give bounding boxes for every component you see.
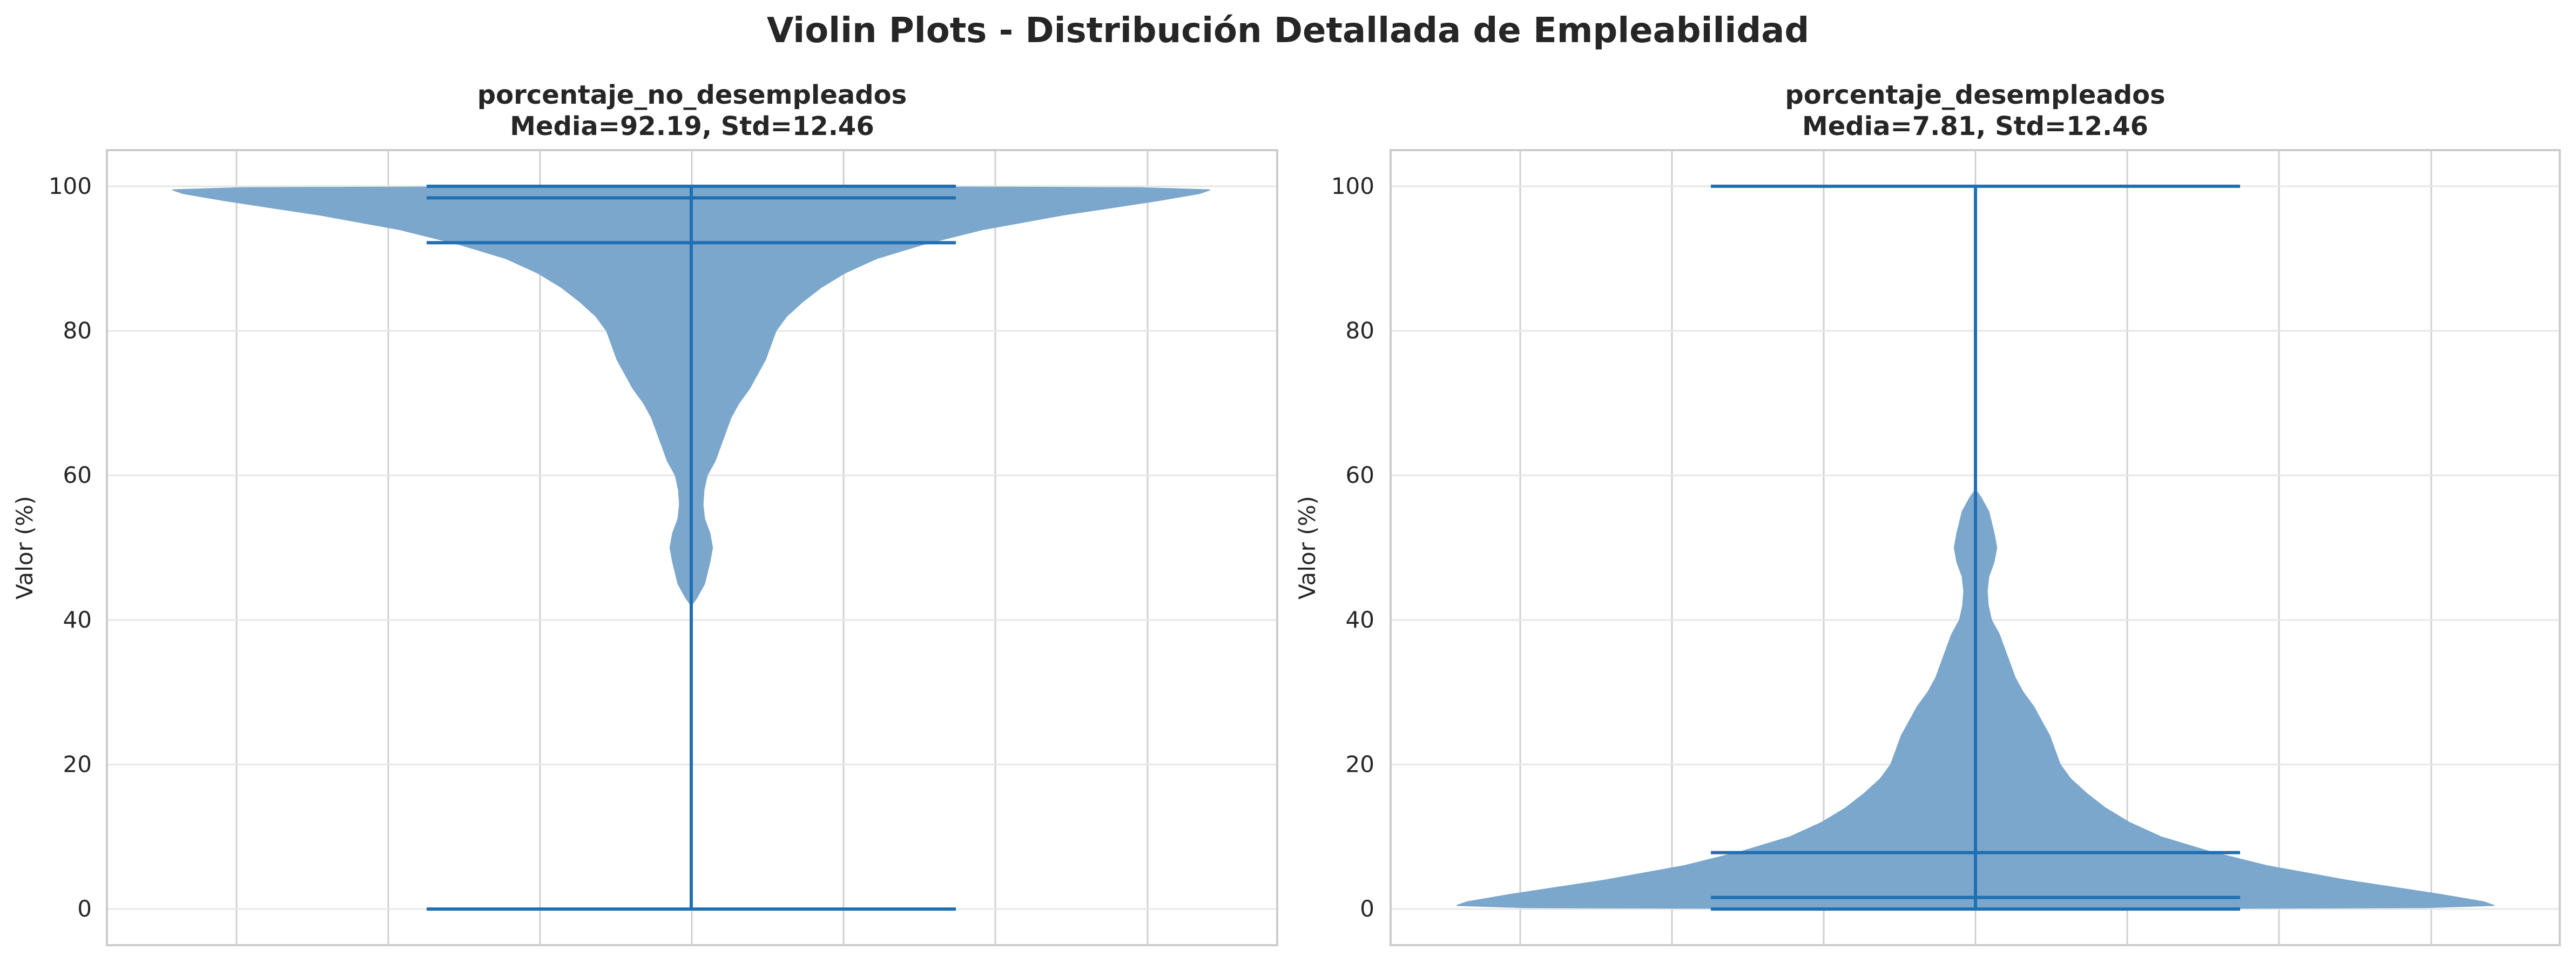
y-tick-label: 20 xyxy=(63,751,92,777)
y-tick-label: 0 xyxy=(1360,895,1374,922)
y-tick-label: 100 xyxy=(49,173,92,199)
y-tick-label: 40 xyxy=(1346,607,1374,633)
y-tick-label: 100 xyxy=(1331,173,1374,199)
figure-title: Violin Plots - Distribución Detallada de… xyxy=(767,11,1809,51)
y-axis-label: Valor (%) xyxy=(11,496,38,600)
y-tick-label: 80 xyxy=(1346,318,1374,344)
y-tick-label: 80 xyxy=(63,318,92,344)
y-axis-label: Valor (%) xyxy=(1294,496,1320,600)
chart-panels: 020406080100porcentaje_no_desempleadosMe… xyxy=(11,80,2561,946)
panel-title: porcentaje_desempleados xyxy=(1785,80,2165,110)
panel-0: 0 20 40 60 80 100 porcentaje_no_desempleadosMe… xyxy=(11,80,1278,946)
panel-subtitle: Media=7.81, Std=12.46 xyxy=(1802,111,2148,142)
panel-title: porcentaje_no_desempleados xyxy=(477,80,907,110)
y-tick-label: 0 xyxy=(77,895,92,922)
y-tick-label: 60 xyxy=(63,462,92,488)
y-tick-label: 40 xyxy=(63,607,92,633)
y-tick-label: 60 xyxy=(1346,462,1374,488)
y-tick-label: 20 xyxy=(1346,751,1374,777)
axes-frame xyxy=(1390,149,2561,946)
panel-1: 0 20 40 60 80 100 porcentaje_desempleadosMedia… xyxy=(1294,80,2561,946)
panel-subtitle: Media=92.19, Std=12.46 xyxy=(510,111,874,142)
axes-frame xyxy=(106,149,1278,946)
